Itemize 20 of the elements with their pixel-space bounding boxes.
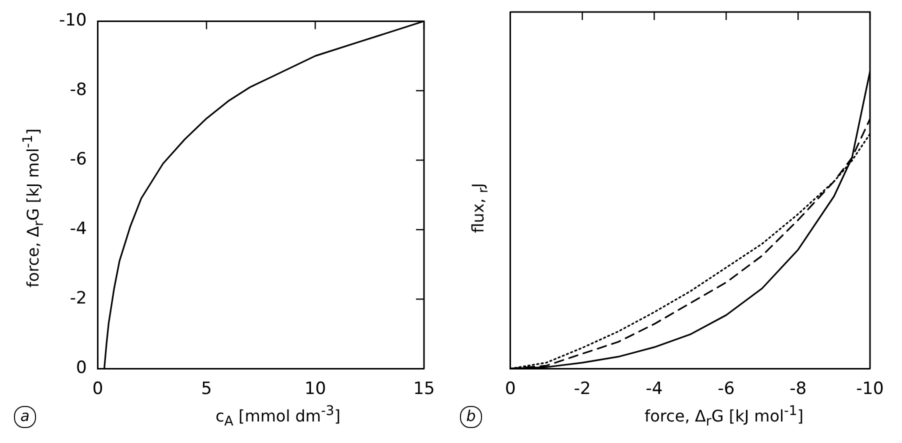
x-tick-label: -4 (646, 379, 663, 400)
y-tick-label: -8 (70, 80, 87, 100)
x-tick-label: 10 (304, 379, 326, 400)
x-tick-label: -10 (856, 379, 884, 400)
x-tick-label: 0 (504, 379, 516, 400)
x-tick-label: 5 (201, 379, 212, 400)
y-tick-label: 0 (76, 358, 87, 378)
y-tick-label: -2 (70, 288, 87, 309)
x-tick-label: -8 (790, 379, 807, 400)
text: a (14, 406, 36, 428)
text: b (460, 406, 482, 428)
y-tick-label: -10 (58, 10, 87, 31)
x-tick-label: -2 (574, 379, 591, 400)
x-tick-label: -6 (718, 379, 735, 400)
y-tick-label: -4 (70, 219, 87, 240)
x-axis-title: c$_{A}$ [mmol dm$^{-3}$] (214, 404, 342, 430)
x-tick-label: 0 (92, 379, 104, 400)
x-tick-label: 15 (413, 379, 435, 400)
x-axis-title: force, Δ$_{r}$G [kJ mol$^{-1}$] (643, 404, 805, 430)
y-tick-label: -6 (70, 150, 87, 170)
